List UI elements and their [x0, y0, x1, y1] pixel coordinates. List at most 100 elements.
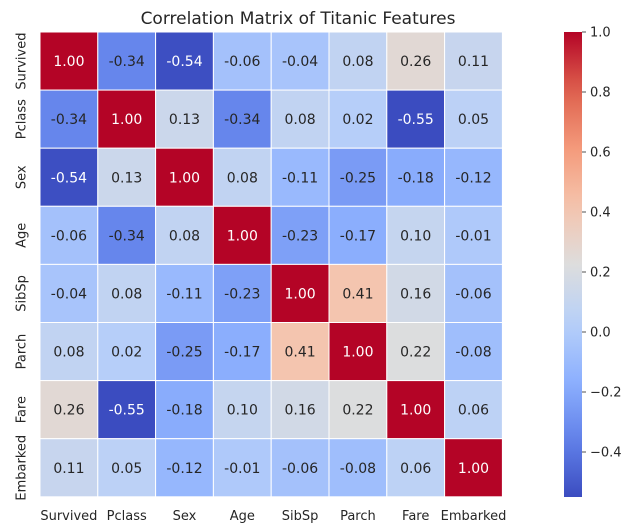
heatmap-cell — [328, 380, 388, 440]
heatmap-cell — [39, 205, 99, 265]
cell-value-label: -0.18 — [398, 170, 434, 186]
heatmap-cell — [444, 31, 503, 91]
cell-value-label: -0.34 — [51, 112, 87, 128]
cell-value-label: 1.00 — [458, 461, 489, 477]
heatmap-cell — [39, 31, 99, 91]
cell-value-label: -0.23 — [282, 228, 318, 244]
heatmap-cell — [155, 380, 214, 440]
heatmap-cell — [270, 205, 330, 265]
colorbar-tick-label: −0.2 — [590, 386, 622, 401]
cell-value-label: 0.10 — [227, 403, 258, 419]
cell-value-label: -0.04 — [51, 286, 87, 302]
cell-value-label: 0.08 — [227, 170, 258, 186]
heatmap-cell — [155, 438, 214, 498]
cell-value-label: -0.01 — [455, 228, 491, 244]
cell-value-label: -0.18 — [166, 403, 202, 419]
heatmap-cell — [444, 322, 503, 382]
heatmap-cell — [328, 438, 388, 498]
colorbar: −0.4 −0.2 0.0 0.2 0.4 0.6 0.8 1.0 — [564, 26, 622, 497]
cell-value-label: -0.54 — [51, 170, 87, 186]
cell-value-label: -0.55 — [398, 112, 434, 128]
y-tick-label: SibSp — [15, 275, 30, 312]
cell-value-label: -0.08 — [455, 345, 491, 361]
cell-value-label: -0.25 — [340, 170, 376, 186]
heatmap-cell — [328, 147, 388, 207]
chart-title: Correlation Matrix of Titanic Features — [141, 9, 456, 29]
cell-value-label: 1.00 — [169, 170, 200, 186]
cell-value-label: -0.12 — [455, 170, 491, 186]
heatmap-cell — [444, 263, 503, 323]
cell-value-label: 1.00 — [285, 286, 316, 302]
cell-value-label: 0.08 — [111, 286, 142, 302]
heatmap-cell — [444, 380, 503, 440]
cell-value-label: -0.12 — [166, 461, 202, 477]
cell-value-label: 0.08 — [285, 112, 316, 128]
heatmap-cell — [212, 89, 272, 149]
cell-value-label: -0.11 — [166, 286, 202, 302]
colorbar-tick-label: 0.4 — [590, 206, 611, 221]
cell-value-label: 0.22 — [400, 345, 431, 361]
heatmap-cell — [328, 31, 388, 91]
cell-value-label: 0.05 — [111, 461, 142, 477]
cell-value-label: -0.06 — [455, 286, 491, 302]
cell-value-label: -0.08 — [340, 461, 376, 477]
cell-value-label: 0.02 — [342, 112, 373, 128]
x-axis-tick-labels: Survived Pclass Sex Age SibSp Parch Fare Embark… — [40, 509, 506, 524]
heatmap-cell — [328, 322, 388, 382]
cell-value-label: -0.06 — [224, 54, 260, 70]
colorbar-tick-label: 0.0 — [590, 326, 611, 341]
cell-value-label: 0.26 — [400, 54, 431, 70]
heatmap-cell — [270, 147, 330, 207]
y-tick-label: Sex — [15, 165, 30, 189]
cell-value-label: 0.02 — [111, 345, 142, 361]
x-tick-label: Parch — [340, 509, 376, 524]
cell-value-label: 0.22 — [342, 403, 373, 419]
heatmap-cell — [39, 380, 99, 440]
heatmap-cell — [386, 263, 446, 323]
y-tick-label: Parch — [15, 334, 30, 370]
heatmap-cell — [39, 438, 99, 498]
heatmap-cell — [212, 205, 272, 265]
cell-value-label: 1.00 — [227, 228, 258, 244]
cell-value-label: 0.08 — [53, 345, 84, 361]
colorbar-tick-label: −0.4 — [590, 446, 622, 461]
cell-value-label: 0.10 — [400, 228, 431, 244]
heatmap-cell — [97, 147, 157, 207]
cell-value-label: -0.54 — [166, 54, 202, 70]
x-tick-label: Fare — [402, 509, 429, 524]
heatmap-cell — [386, 147, 446, 207]
cell-value-label: -0.11 — [282, 170, 318, 186]
heatmap-cell — [155, 205, 214, 265]
heatmap-cells: 1.00 -0.34 -0.54 -0.06 -0.04 0.08 0.26 0.11 -0.3… — [39, 31, 503, 498]
heatmap-cell — [270, 438, 330, 498]
colorbar-tick-label: 1.0 — [590, 26, 611, 41]
cell-value-label: 0.26 — [53, 403, 84, 419]
cell-value-label: 1.00 — [342, 345, 373, 361]
cell-value-label: 0.11 — [53, 461, 84, 477]
cell-value-label: 0.13 — [169, 112, 200, 128]
heatmap-cell — [155, 322, 214, 382]
cell-value-label: -0.17 — [340, 228, 376, 244]
heatmap-cell — [386, 205, 446, 265]
colorbar-tick-label: 0.6 — [590, 146, 611, 161]
y-tick-label: Survived — [15, 33, 30, 90]
heatmap-cell — [155, 31, 214, 91]
heatmap-cell — [444, 89, 503, 149]
heatmap-cell — [39, 147, 99, 207]
heatmap-cell — [270, 380, 330, 440]
heatmap-cell — [155, 147, 214, 207]
cell-value-label: 0.05 — [458, 112, 489, 128]
heatmap-cell — [328, 89, 388, 149]
y-tick-label: Pclass — [15, 99, 30, 139]
cell-value-label: 0.06 — [400, 461, 431, 477]
cell-value-label: -0.34 — [109, 54, 145, 70]
y-tick-label: Embarked — [15, 435, 30, 501]
cell-value-label: -0.04 — [282, 54, 318, 70]
heatmap-cell — [444, 147, 503, 207]
heatmap-cell — [97, 380, 157, 440]
cell-value-label: 1.00 — [400, 403, 431, 419]
cell-value-label: 0.13 — [111, 170, 142, 186]
heatmap-cell — [212, 147, 272, 207]
cell-value-label: -0.25 — [166, 345, 202, 361]
cell-value-label: 1.00 — [111, 112, 142, 128]
